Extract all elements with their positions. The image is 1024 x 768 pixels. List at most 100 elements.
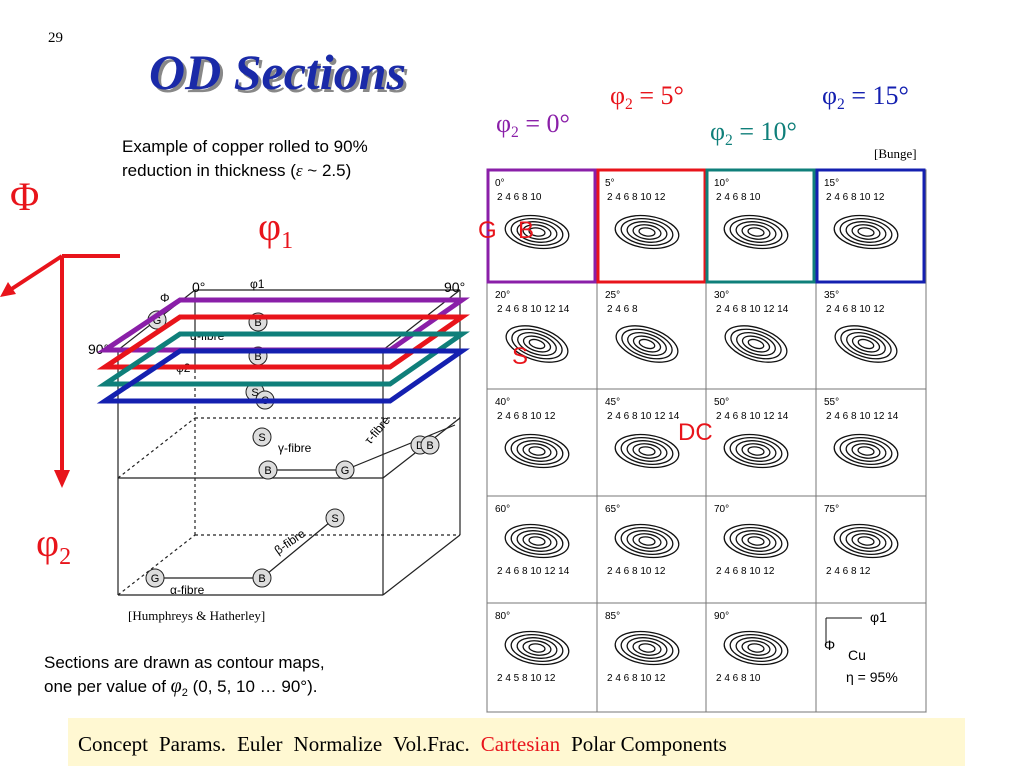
cube-point xyxy=(325,508,345,528)
contour xyxy=(510,526,564,556)
nav-link[interactable]: Normalize xyxy=(294,732,383,756)
contour xyxy=(522,533,552,549)
symbol: φ xyxy=(171,675,182,697)
label-rest: = 5° xyxy=(633,81,684,110)
cube-point xyxy=(335,460,355,480)
contour xyxy=(510,436,564,466)
symbol-label: φ1 xyxy=(258,204,293,254)
cube-point-label: S xyxy=(251,387,258,399)
nav-link[interactable]: Euler xyxy=(237,732,282,756)
cube-label: Φ xyxy=(160,291,170,305)
section-angle: 45° xyxy=(605,397,620,408)
contour-levels: 2 4 6 8 10 12 xyxy=(826,192,885,203)
source: [Humphreys & Hatherley] xyxy=(128,608,265,623)
contour xyxy=(741,224,771,240)
cube-point-label: G xyxy=(151,573,160,585)
label-rest: = 0° xyxy=(519,109,570,138)
contour xyxy=(851,533,881,549)
contour xyxy=(839,526,893,556)
contour xyxy=(857,338,875,350)
contour-levels: 2 4 6 8 10 12 14 xyxy=(497,304,570,315)
contour xyxy=(626,530,668,552)
fibre-line xyxy=(261,517,336,579)
cube-point-label: B xyxy=(254,317,261,329)
label-rest: = 15° xyxy=(845,81,909,110)
cube-point-label: G xyxy=(153,315,162,327)
section-plane xyxy=(96,331,470,387)
cube-label: 0° xyxy=(192,279,205,295)
section-angle: 65° xyxy=(605,504,620,515)
contour xyxy=(620,633,674,663)
legend-text: φ1 xyxy=(870,609,887,625)
text: one per value of xyxy=(44,677,171,696)
contour xyxy=(845,530,887,552)
contour-levels: 2 4 5 8 10 12 xyxy=(497,673,556,684)
contour xyxy=(747,338,765,350)
contour-levels: 2 4 6 8 xyxy=(607,304,638,315)
contour xyxy=(729,436,783,466)
contour xyxy=(747,643,765,653)
cube-point-label: B xyxy=(264,465,271,477)
contour xyxy=(729,217,783,247)
contour-levels: 2 4 6 8 10 12 14 xyxy=(826,411,899,422)
contour xyxy=(522,640,552,656)
contour xyxy=(614,214,680,250)
contour xyxy=(729,633,783,663)
nav-link[interactable]: Params. xyxy=(159,732,226,756)
contour xyxy=(620,436,674,466)
contour xyxy=(839,217,893,247)
contour-levels: 2 4 6 8 10 12 14 xyxy=(497,566,570,577)
contour xyxy=(736,332,776,356)
nav-link[interactable]: Vol.Frac. xyxy=(393,732,470,756)
cube-point-label: B xyxy=(258,573,265,585)
contour xyxy=(840,328,892,360)
title-shadow: OD Sections xyxy=(152,47,409,103)
contour xyxy=(747,227,765,237)
contour xyxy=(851,224,881,240)
text: ~ 2.5) xyxy=(303,161,352,180)
cube-point-label: G xyxy=(341,465,350,477)
contour xyxy=(723,630,789,666)
contour xyxy=(857,227,875,237)
contour xyxy=(735,530,777,552)
fibre-label: α-fibre xyxy=(170,583,205,597)
contour xyxy=(626,637,668,659)
section-angle: 20° xyxy=(495,290,510,301)
contour xyxy=(504,433,570,469)
section-plane xyxy=(96,314,470,370)
symbol: φ xyxy=(822,81,837,110)
contour xyxy=(528,536,546,546)
contour xyxy=(528,643,546,653)
cube-point-label: B xyxy=(426,440,433,452)
contour-levels: 2 4 6 8 10 12 14 xyxy=(607,411,680,422)
contour xyxy=(741,640,771,656)
contour xyxy=(632,443,662,459)
contour-levels: 2 4 6 8 10 12 xyxy=(607,673,666,684)
annotation: G xyxy=(478,217,497,244)
title: OD Sections xyxy=(149,44,406,100)
section-angle: 90° xyxy=(714,611,729,622)
contour-levels: 2 4 6 8 10 12 xyxy=(826,304,885,315)
contour xyxy=(528,446,546,456)
contour xyxy=(522,443,552,459)
contour xyxy=(504,630,570,666)
subscript: 2 xyxy=(625,96,633,113)
nav-link[interactable]: Polar Components xyxy=(571,732,727,756)
epsilon: ε xyxy=(296,161,303,180)
source: [Bunge] xyxy=(874,146,917,161)
contour xyxy=(741,533,771,549)
nav-link[interactable]: Cartesian xyxy=(481,732,561,756)
contour xyxy=(614,523,680,559)
section-angle: 25° xyxy=(605,290,620,301)
section-angle: 0° xyxy=(495,178,505,189)
nav-link[interactable]: Concept xyxy=(78,732,148,756)
section-angle: 15° xyxy=(824,178,839,189)
contour xyxy=(735,637,777,659)
cube-point-label: B xyxy=(254,351,261,363)
legend-text: Φ xyxy=(824,637,835,653)
contour xyxy=(638,643,656,653)
cube-point-label: S xyxy=(258,432,265,444)
section-angle: 30° xyxy=(714,290,729,301)
contour xyxy=(517,332,557,356)
